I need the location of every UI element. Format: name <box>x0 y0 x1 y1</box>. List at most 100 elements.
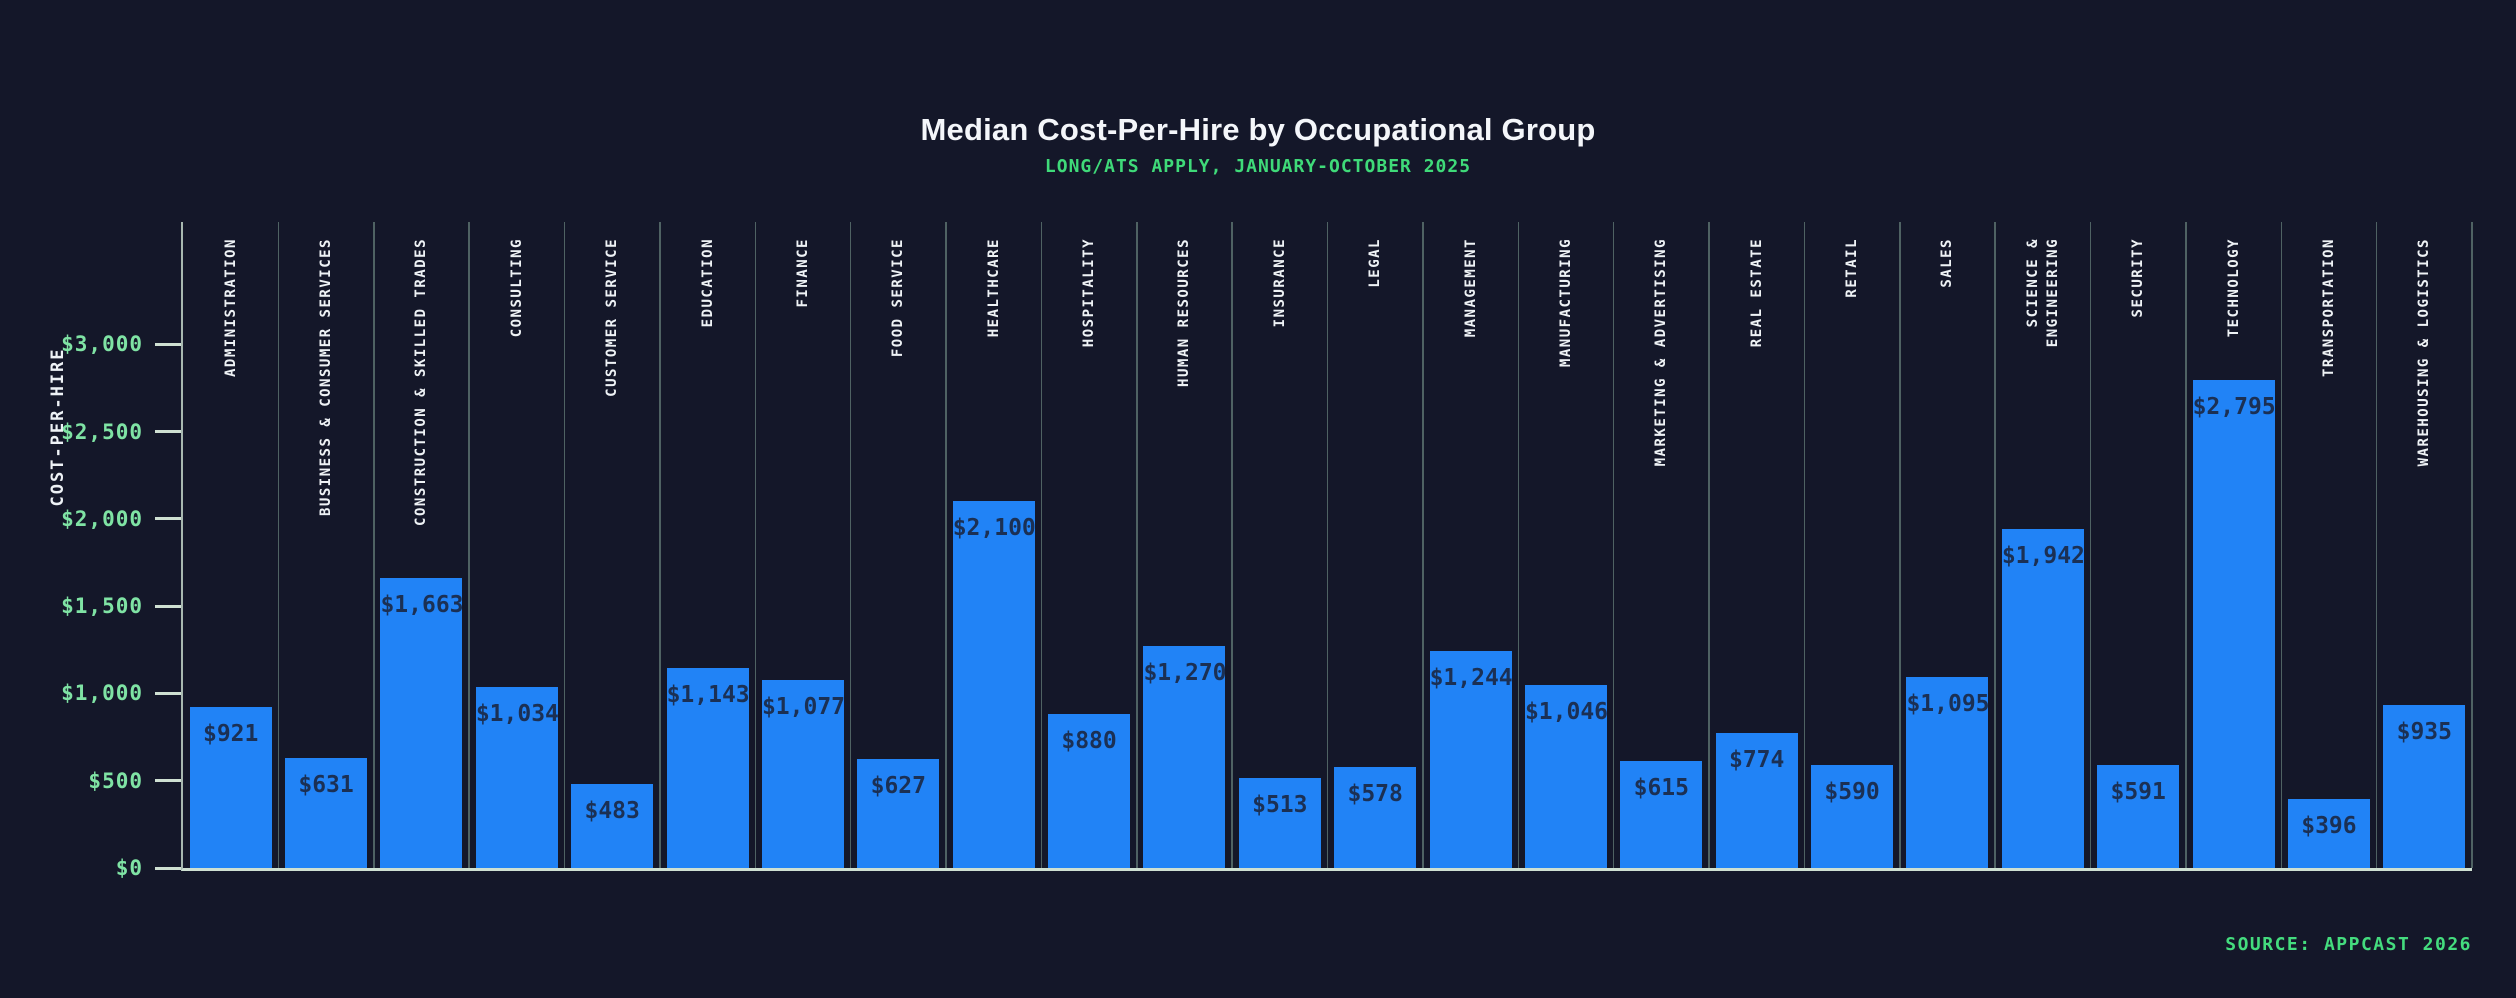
source-note: SOURCE: APPCAST 2026 <box>2225 934 2472 955</box>
category-gridline <box>1708 222 1710 868</box>
category-gridline <box>2280 222 2282 868</box>
bar <box>571 783 654 868</box>
category-label: TRANSPORTATION <box>2320 238 2337 378</box>
chart-subtitle: LONG/ATS APPLY, JANUARY-OCTOBER 2025 <box>1044 156 1472 177</box>
bar-value-label: $483 <box>584 797 640 824</box>
category-label: BUSINESS & CONSUMER SERVICES <box>318 238 335 517</box>
category-gridline <box>945 222 947 868</box>
category-gridline <box>1899 222 1901 868</box>
category-gridline <box>563 222 566 868</box>
category-label: REAL ESTATE <box>1748 238 1765 348</box>
category-gridline <box>277 222 280 868</box>
category-label: WAREHOUSING & LOGISTICS <box>2416 238 2433 467</box>
category-gridline <box>1803 222 1806 868</box>
bar-value-label: $880 <box>1061 728 1117 755</box>
category-label: CONSULTING <box>508 238 525 338</box>
bar <box>1811 765 1894 868</box>
bar <box>1334 767 1417 868</box>
category-gridline <box>754 222 756 868</box>
bar-value-label: $921 <box>202 721 259 748</box>
bar-value-label: $631 <box>298 771 354 798</box>
bar-value-label: $1,046 <box>1524 699 1609 726</box>
y-tick-mark <box>155 691 181 695</box>
bar <box>2192 380 2275 868</box>
y-tick-mark <box>155 517 181 521</box>
category-label: MARKETING & ADVERTISING <box>1653 238 1670 467</box>
bar <box>1524 685 1607 868</box>
bar <box>1238 778 1321 868</box>
bar-value-label: $1,942 <box>2001 542 2085 569</box>
category-label: SALES <box>1939 238 1956 288</box>
category-gridline <box>1994 222 1996 868</box>
category-gridline <box>2375 222 2378 868</box>
category-gridline <box>1040 222 1043 868</box>
y-tick-label: $0 <box>115 856 143 880</box>
bar <box>1620 760 1703 868</box>
y-tick-mark <box>155 430 181 433</box>
y-tick-mark <box>155 604 181 608</box>
bar <box>380 577 463 868</box>
bar-value-label: $935 <box>2396 718 2452 745</box>
bar <box>2001 528 2084 868</box>
category-gridline <box>1136 222 1138 868</box>
bar <box>666 668 749 868</box>
category-label: HEALTHCARE <box>985 238 1002 338</box>
category-gridline <box>1517 222 1519 868</box>
bar-value-label: $1,270 <box>1143 660 1227 687</box>
category-gridline <box>2471 222 2473 868</box>
bar <box>285 757 368 868</box>
category-label: TECHNOLOGY <box>2225 238 2242 338</box>
y-tick-label: $2,000 <box>61 506 143 531</box>
bar-value-label: $591 <box>2110 778 2166 805</box>
bar-value-label: $590 <box>1824 778 1880 805</box>
category-label: SCIENCE & ENGINEERING <box>2024 238 2061 348</box>
category-gridline <box>2185 222 2187 868</box>
bar <box>1143 646 1226 868</box>
category-label: FOOD SERVICE <box>890 238 907 358</box>
bar <box>1906 676 1989 868</box>
bar-value-label: $1,244 <box>1429 664 1513 691</box>
category-gridline <box>1612 222 1615 868</box>
y-tick-label: $2,500 <box>61 419 143 444</box>
category-gridline <box>468 222 470 868</box>
bar <box>2383 704 2466 868</box>
category-label: HOSPITALITY <box>1081 238 1098 348</box>
bar-value-label: $774 <box>1728 746 1785 773</box>
category-label: CUSTOMER SERVICE <box>604 238 621 397</box>
y-tick-mark <box>155 866 181 870</box>
bar <box>1429 650 1512 868</box>
bar <box>2287 798 2370 868</box>
plot-area: $0 $500 $1,000 $1,500 $2,000 $2,500 $3,000 $921… <box>61 222 2473 880</box>
category-gridline <box>2089 222 2092 868</box>
bar <box>1048 714 1131 868</box>
bar-value-label: $513 <box>1252 792 1308 819</box>
bar-value-label: $627 <box>870 772 926 799</box>
y-tick-mark <box>155 779 181 783</box>
category-gridline <box>659 222 661 868</box>
category-label: SECURITY <box>2130 238 2147 318</box>
category-label: MANAGEMENT <box>1462 238 1479 338</box>
bar <box>857 758 940 868</box>
category-gridline <box>1422 222 1424 868</box>
category-label: EDUCATION <box>699 238 716 328</box>
y-tick-label: $1,500 <box>61 594 143 619</box>
category-gridline <box>373 222 375 868</box>
category-label: INSURANCE <box>1271 238 1288 328</box>
category-label: FINANCE <box>794 238 811 308</box>
bar <box>761 679 844 868</box>
chart-title: Median Cost-Per-Hire by Occupational Gro… <box>920 112 1596 147</box>
category-label: ADMINISTRATION <box>222 238 239 378</box>
bar-value-label: $2,100 <box>952 515 1036 542</box>
bar-value-label: $396 <box>2301 812 2357 839</box>
y-tick-label: $500 <box>88 768 143 793</box>
category-label: CONSTRUCTION & SKILLED TRADES <box>413 238 430 526</box>
bar <box>189 707 272 868</box>
bar-value-label: $2,795 <box>2192 394 2276 420</box>
bar-value-label: $1,095 <box>1906 690 1990 717</box>
bar-value-label: $1,034 <box>475 701 559 728</box>
category-gridline <box>1231 222 1233 868</box>
bar <box>952 501 1035 868</box>
bar-value-label: $1,077 <box>761 693 846 720</box>
bar <box>475 687 558 868</box>
